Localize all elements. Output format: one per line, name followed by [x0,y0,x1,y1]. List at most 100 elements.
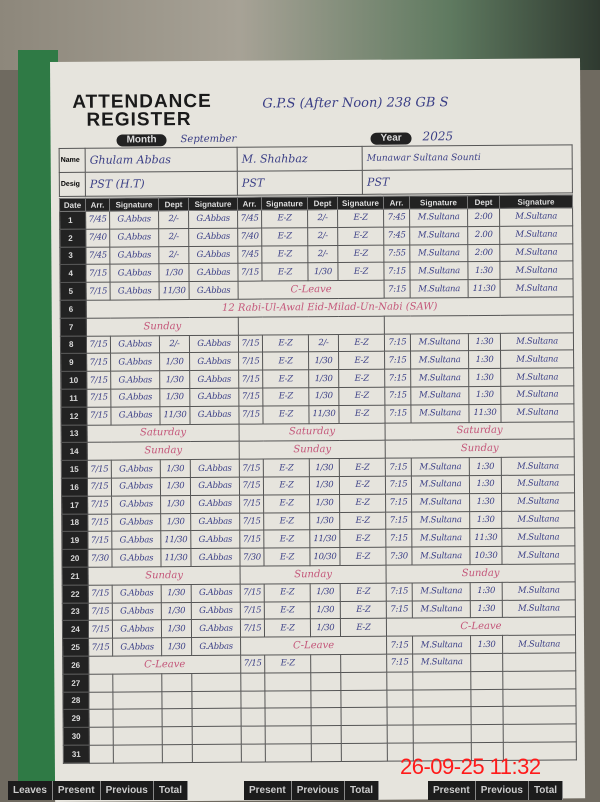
departure-signature [502,652,576,672]
departure-signature: G.Abbas [190,548,241,567]
arrival-signature: M.Sultana [411,546,471,565]
arrival-signature [413,706,472,726]
arrival-signature: E-Z [264,654,311,673]
column-header: Dept [467,195,500,209]
arrival-time: 7/15 [87,513,112,532]
arrival-time: 7:15 [386,636,413,655]
date-cell: 12 [60,407,88,425]
arrival-signature: G.Abbas [109,228,159,247]
departure-time: 11:30 [468,404,502,423]
arrival-time: 7/15 [88,638,113,657]
departure-signature: M.Sultana [499,207,573,227]
departure-signature: M.Sultana [499,261,574,280]
arrival-signature: M.Sultana [412,600,471,619]
date-cell: 22 [62,584,89,603]
departure-time: 1/30 [158,263,190,282]
departure-signature [502,688,577,707]
arrival-time [88,673,113,692]
departure-time: 1/30 [308,351,339,370]
arrival-time: 7/15 [88,620,113,639]
departure-signature: G.Abbas [191,637,241,656]
departure-time: 1/30 [310,601,341,620]
arrival-signature [113,709,163,728]
departure-signature: G.Abbas [191,619,241,638]
arrival-time: 7/15 [240,619,265,638]
arrival-time: 7/15 [238,405,264,424]
teacher-2-note: Sunday [240,565,387,584]
arrival-time: 7/15 [239,459,264,478]
teacher-2-note: C-Leave [238,280,385,300]
departure-time [161,691,193,710]
teacher-1-name: Ghulam Abbas [85,147,238,173]
arrival-signature: G.Abbas [111,477,161,496]
departure-time: 10:30 [469,546,503,565]
departure-signature: G.Abbas [190,477,240,496]
departure-time: 1/30 [159,388,190,407]
school-name: G.P.S (After Noon) 238 GB S [262,95,449,112]
arrival-signature: M.Sultana [410,350,469,370]
departure-signature: E-Z [340,600,387,619]
departure-time: 11/30 [159,406,191,425]
departure-time: 1:30 [468,386,501,405]
departure-signature: E-Z [338,333,385,352]
arrival-time: 7/15 [85,264,111,283]
arrival-signature [412,671,471,690]
departure-time [311,743,342,762]
teacher-1-note: Sunday [86,316,239,336]
departure-signature: M.Sultana [501,474,575,494]
date-cell: 27 [62,673,89,692]
arrival-time: 7/15 [87,531,112,550]
departure-signature: E-Z [339,476,386,495]
arrival-signature: E-Z [261,263,309,282]
departure-time: 11/30 [308,405,340,424]
departure-signature: M.Sultana [501,528,575,547]
footer-present-label: Present [53,781,101,800]
departure-signature: G.Abbas [190,494,240,514]
arrival-time: 7/15 [86,389,111,408]
arrival-signature: E-Z [261,227,308,246]
arrival-signature: G.Abbas [109,246,159,265]
departure-time: 10/30 [309,547,341,566]
date-cell: 1 [59,211,86,230]
arrival-time: 7:15 [384,351,411,370]
departure-signature [341,743,388,762]
departure-time [310,654,341,673]
arrival-signature: G.Abbas [112,620,162,639]
departure-signature [192,726,242,745]
teacher-3-note: C-Leave [386,617,576,637]
footer-box-2: Present Previous Total [244,781,380,800]
date-cell: 26 [62,656,89,675]
departure-time: 2.00 [467,226,500,245]
camera-timestamp: 26-09-25 11:32 [400,754,541,779]
departure-signature: E-Z [340,582,387,602]
departure-signature: E-Z [338,404,386,424]
departure-time: 11/30 [160,530,191,549]
departure-time: 1/30 [310,618,341,637]
departure-signature: E-Z [339,493,386,513]
arrival-signature: G.Abbas [112,637,162,656]
departure-time [470,688,504,707]
arrival-time: 7:15 [385,511,412,530]
arrival-time: 7/15 [88,584,113,603]
arrival-signature [413,724,472,743]
teacher-3-desig: PST [362,168,573,195]
departure-time [470,671,503,690]
departure-time [310,690,342,709]
departure-time [310,672,341,691]
arrival-signature: E-Z [263,476,310,495]
departure-signature [503,723,577,743]
departure-time: 1:30 [468,350,501,369]
teacher-2-desig: PST [237,170,363,196]
arrival-time: 7:15 [386,600,413,619]
arrival-time: 7/15 [86,406,112,425]
arrival-time: 7/40 [85,228,110,247]
arrival-time [88,691,114,710]
departure-signature [191,672,241,692]
departure-time: 2/- [158,228,189,247]
departure-signature: E-Z [337,244,384,263]
teacher-1-note: Saturday [87,423,240,443]
departure-time: 1/30 [309,476,340,495]
column-header: Signature [409,195,468,209]
departure-signature [341,725,388,744]
arrival-signature: G.Abbas [110,335,160,354]
